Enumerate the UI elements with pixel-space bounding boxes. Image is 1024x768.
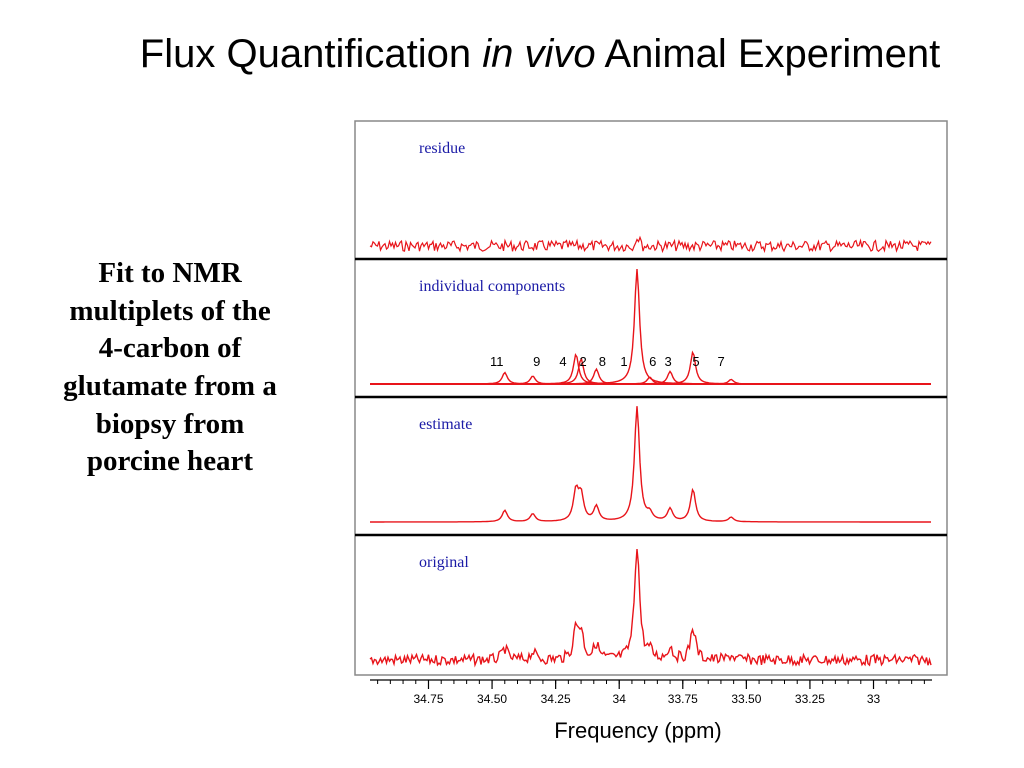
panel-label: estimate — [419, 416, 472, 433]
nmr-spectrum-figure: residue individual components 11 9 4 2 8 1 6 3 5 7 e… — [354, 120, 948, 743]
peak-label-9: 9 — [533, 354, 540, 369]
side-caption: Fit to NMR multiplets of the 4-carbon of gl… — [20, 255, 320, 481]
original-trace — [369, 549, 932, 668]
panel-original: original — [369, 549, 932, 668]
peak-label-2: 2 — [579, 354, 586, 369]
peak-label-11: 11 — [490, 354, 504, 369]
x-tick-label: 33 — [867, 692, 881, 706]
panel-residue: residue — [369, 140, 932, 254]
x-tick-label: 33.25 — [795, 692, 825, 706]
peak-label-3: 3 — [664, 354, 671, 369]
peak-label-4: 4 — [559, 354, 566, 369]
panel-label: original — [419, 554, 469, 571]
x-tick-label: 33.50 — [731, 692, 761, 706]
x-tick-label: 34.75 — [413, 692, 443, 706]
x-axis-label: Frequency (ppm) — [554, 718, 722, 743]
panel-estimate: estimate — [370, 406, 931, 523]
x-tick-label: 34 — [613, 692, 627, 706]
caption-line: Fit to NMR — [98, 257, 242, 289]
x-tick-label: 34.25 — [541, 692, 571, 706]
estimate-trace — [370, 406, 931, 523]
component-8 — [370, 367, 931, 385]
panel-label: individual components — [419, 278, 565, 295]
title-part1: Flux Quantification — [139, 32, 472, 76]
peak-label-6: 6 — [649, 354, 656, 369]
component-7 — [370, 378, 931, 385]
x-tick-label: 33.75 — [668, 692, 698, 706]
caption-line: porcine heart — [86, 445, 254, 478]
residue-trace — [369, 235, 932, 254]
caption-line: biopsy from — [95, 407, 245, 440]
title-emphasis: in vivo — [482, 32, 596, 76]
panel-individual-components: individual components 11 9 4 2 8 1 6 3 5 7 — [370, 268, 931, 385]
peak-label-8: 8 — [599, 354, 606, 369]
caption-line: glutamate from a — [63, 370, 277, 403]
caption-line: 4-carbon of — [98, 332, 242, 365]
caption-line: multiplets of the — [69, 294, 271, 327]
slide-title: Flux Quantification in vivo Animal Exper… — [0, 30, 1024, 78]
peak-label-5: 5 — [692, 354, 699, 369]
panel-label: residue — [419, 140, 465, 157]
title-part2: Animal Experiment — [604, 32, 941, 76]
x-tick-label: 34.50 — [477, 692, 507, 706]
peak-label-1: 1 — [620, 354, 627, 369]
peak-label-7: 7 — [717, 354, 724, 369]
